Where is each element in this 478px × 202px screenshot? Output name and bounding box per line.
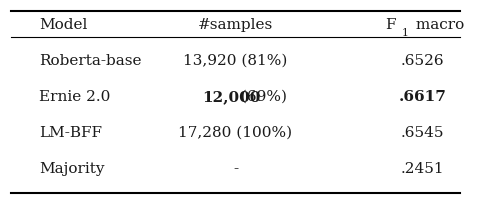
Text: F: F [385,18,396,32]
Text: (69%): (69%) [236,90,286,104]
Text: .6526: .6526 [401,54,445,68]
Text: macro: macro [411,18,465,32]
Text: Ernie 2.0: Ernie 2.0 [39,90,110,104]
Text: LM-BFF: LM-BFF [39,126,102,140]
Text: -: - [233,162,238,176]
Text: 13,920 (81%): 13,920 (81%) [184,54,288,68]
Text: .2451: .2451 [401,162,445,176]
Text: .6617: .6617 [399,90,447,104]
Text: Roberta-base: Roberta-base [39,54,141,68]
Text: 1: 1 [402,28,409,38]
Text: .6545: .6545 [401,126,445,140]
Text: Model: Model [39,18,87,32]
Text: 17,280 (100%): 17,280 (100%) [178,126,293,140]
Text: 12,000: 12,000 [202,90,260,104]
Text: #samples: #samples [198,18,273,32]
Text: Majority: Majority [39,162,104,176]
